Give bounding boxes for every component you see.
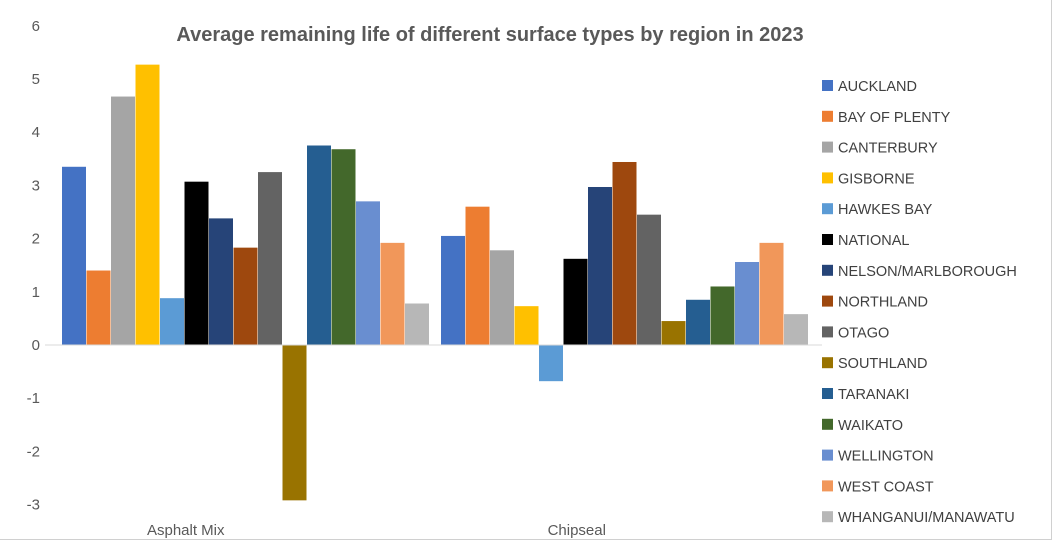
legend-swatch	[822, 264, 833, 276]
bar	[356, 201, 380, 345]
legend-label: WEST COAST	[838, 479, 934, 495]
legend-swatch	[822, 141, 833, 153]
legend-swatch	[822, 203, 833, 215]
legend-swatch	[822, 388, 833, 399]
bar	[135, 64, 160, 346]
bar	[490, 250, 514, 345]
legend-label: NELSON/MARLBOROUGH	[838, 264, 1017, 280]
y-tick-label: 3	[32, 177, 40, 194]
legend-label: AUCKLAND	[838, 79, 917, 95]
legend-label: HAWKES BAY	[838, 202, 933, 218]
y-tick-label: -3	[27, 497, 40, 514]
bar	[380, 242, 405, 345]
bar	[62, 166, 86, 345]
bar	[405, 303, 429, 345]
bar	[282, 345, 307, 501]
legend-swatch	[822, 326, 833, 338]
legend: AUCKLAND BAY OF PLENTY CANTERBURY GISBORNE H…	[822, 79, 1017, 526]
bar	[514, 306, 539, 345]
bar	[111, 96, 135, 345]
y-tick-label: -1	[27, 390, 40, 407]
legend-label: TARANAKI	[838, 387, 909, 403]
legend-swatch	[822, 80, 833, 91]
category-label: Chipseal	[548, 522, 606, 539]
legend-swatch	[822, 295, 833, 307]
bar	[160, 298, 184, 345]
y-axis: -3 -2 -1 0 1 2 3 4 5 6	[27, 18, 40, 514]
bar	[539, 345, 563, 382]
chart-title: Average remaining life of different surf…	[176, 24, 803, 46]
y-tick-label: 0	[32, 337, 40, 354]
bar	[258, 172, 282, 345]
bar	[86, 270, 111, 345]
legend-swatch	[822, 110, 833, 122]
bar	[465, 206, 490, 345]
y-tick-label: 5	[32, 71, 40, 88]
bar	[735, 262, 759, 345]
bar	[563, 258, 588, 345]
legend-label: CANTERBURY	[838, 141, 938, 157]
y-tick-label: 1	[32, 284, 40, 301]
legend-swatch	[822, 480, 833, 492]
y-tick-label: 6	[32, 18, 40, 35]
y-tick-label: -2	[27, 443, 40, 460]
legend-label: SOUTHLAND	[838, 356, 927, 372]
legend-label: WAIKATO	[838, 418, 903, 434]
bar	[233, 247, 258, 345]
y-tick-label: 4	[32, 124, 40, 141]
legend-label: WELLINGTON	[838, 449, 934, 465]
legend-swatch	[822, 418, 833, 430]
bar	[612, 161, 637, 345]
bar	[686, 299, 710, 345]
bar	[209, 218, 233, 345]
bars	[62, 64, 808, 501]
bar	[307, 145, 331, 345]
bar	[661, 321, 686, 345]
legend-swatch	[822, 357, 833, 369]
legend-swatch	[822, 449, 833, 461]
y-tick-label: 2	[32, 231, 40, 248]
legend-label: WHANGANUI/MANAWATU	[838, 510, 1015, 526]
bar	[184, 181, 209, 345]
legend-label: GISBORNE	[838, 171, 915, 187]
legend-label: NATIONAL	[838, 233, 909, 249]
legend-swatch	[822, 172, 833, 184]
legend-swatch	[822, 511, 833, 523]
bar	[710, 286, 735, 345]
category-label: Asphalt Mix	[147, 522, 225, 539]
legend-label: NORTHLAND	[838, 295, 928, 311]
bar	[331, 149, 356, 345]
bar	[637, 214, 661, 345]
bar	[441, 235, 465, 345]
bar	[759, 242, 784, 345]
bar	[588, 186, 612, 345]
bar	[784, 314, 808, 345]
legend-label: BAY OF PLENTY	[838, 110, 951, 126]
x-axis: Asphalt Mix Chipseal	[45, 344, 822, 539]
legend-label: OTAGO	[838, 325, 889, 341]
legend-swatch	[822, 234, 833, 245]
